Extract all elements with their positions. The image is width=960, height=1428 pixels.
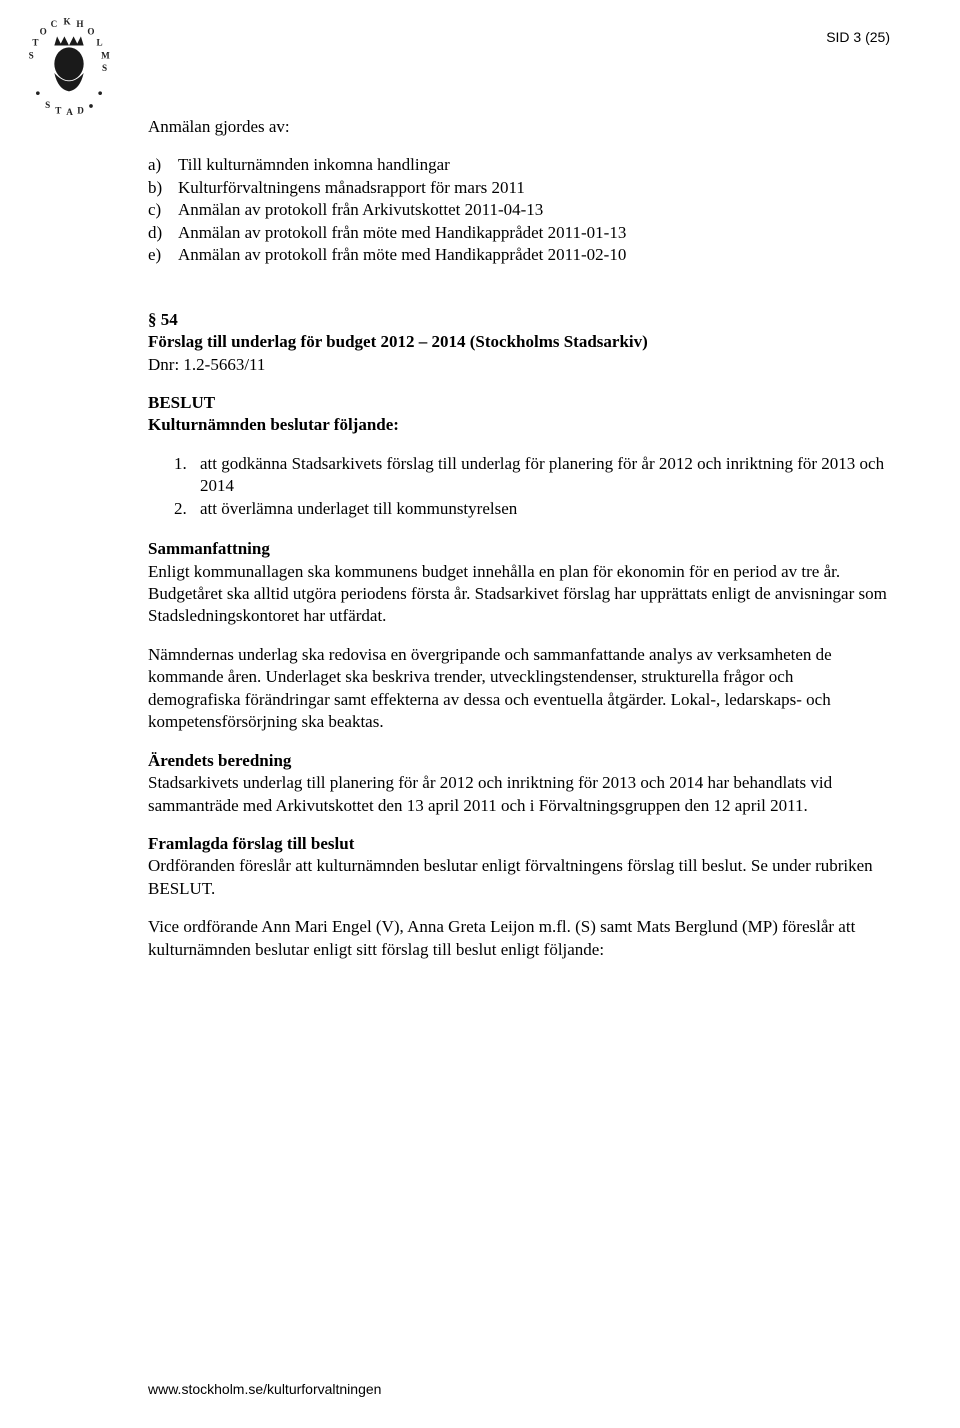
- svg-text:S: S: [45, 100, 50, 110]
- svg-text:O: O: [87, 27, 94, 37]
- paragraph-symbol: § 54: [148, 309, 890, 331]
- document-body: Anmälan gjordes av: a)Till kulturnämnden…: [148, 116, 890, 961]
- svg-text:D: D: [77, 105, 84, 115]
- page-indicator: SID 3 (25): [826, 28, 890, 46]
- list-text: Kulturförvaltningens månadsrapport för m…: [178, 177, 525, 199]
- body-paragraph: Stadsarkivets underlag till planering fö…: [148, 772, 890, 817]
- document-page: SID 3 (25) S T O C K H O L M S: [0, 0, 960, 1428]
- list-marker: b): [148, 177, 178, 199]
- svg-text:S: S: [29, 50, 34, 60]
- svg-text:L: L: [97, 38, 103, 48]
- section-title: Förslag till underlag för budget 2012 – …: [148, 331, 890, 353]
- list-item: a)Till kulturnämnden inkomna handlingar: [148, 154, 890, 176]
- svg-text:M: M: [101, 50, 110, 60]
- city-logo: S T O C K H O L M S: [22, 18, 116, 128]
- body-paragraph: Nämndernas underlag ska redovisa en över…: [148, 644, 890, 734]
- list-marker: e): [148, 244, 178, 266]
- list-marker: d): [148, 222, 178, 244]
- list-item: b)Kulturförvaltningens månadsrapport för…: [148, 177, 890, 199]
- list-text: att godkänna Stadsarkivets förslag till …: [200, 453, 890, 498]
- dnr-line: Dnr: 1.2-5663/11: [148, 354, 890, 376]
- svg-text:S: S: [102, 63, 107, 73]
- list-item: c)Anmälan av protokoll från Arkivutskott…: [148, 199, 890, 221]
- svg-text:K: K: [64, 18, 72, 26]
- beslut-list: 1.att godkänna Stadsarkivets förslag til…: [174, 453, 890, 520]
- beslut-sub: Kulturnämnden beslutar följande:: [148, 414, 890, 436]
- list-item: e)Anmälan av protokoll från möte med Han…: [148, 244, 890, 266]
- svg-text:O: O: [40, 27, 47, 37]
- list-item: d)Anmälan av protokoll från möte med Han…: [148, 222, 890, 244]
- list-text: Anmälan av protokoll från Arkivutskottet…: [178, 199, 543, 221]
- list-item: 1.att godkänna Stadsarkivets förslag til…: [174, 453, 890, 498]
- svg-text:T: T: [55, 105, 61, 115]
- svg-text:A: A: [66, 107, 73, 117]
- svg-text:H: H: [76, 19, 83, 29]
- framlagda-heading: Framlagda förslag till beslut: [148, 833, 890, 855]
- list-text: Anmälan av protokoll från möte med Handi…: [178, 222, 626, 244]
- body-paragraph: Enligt kommunallagen ska kommunens budge…: [148, 561, 890, 628]
- list-item: 2.att överlämna underlaget till kommunst…: [174, 498, 890, 520]
- list-marker: 1.: [174, 453, 200, 498]
- anmalan-list: a)Till kulturnämnden inkomna handlingar …: [148, 154, 890, 266]
- svg-text:C: C: [51, 19, 58, 29]
- beslut-heading: BESLUT: [148, 392, 890, 414]
- list-marker: a): [148, 154, 178, 176]
- sammanfattning-heading: Sammanfattning: [148, 538, 890, 560]
- footer-url: www.stockholm.se/kulturforvaltningen: [148, 1380, 381, 1398]
- list-marker: c): [148, 199, 178, 221]
- list-text: att överlämna underlaget till kommunstyr…: [200, 498, 517, 520]
- list-text: Anmälan av protokoll från möte med Handi…: [178, 244, 626, 266]
- section-heading-anmalan: Anmälan gjordes av:: [148, 116, 890, 138]
- body-paragraph: Vice ordförande Ann Mari Engel (V), Anna…: [148, 916, 890, 961]
- list-marker: 2.: [174, 498, 200, 520]
- beredning-heading: Ärendets beredning: [148, 750, 890, 772]
- list-text: Till kulturnämnden inkomna handlingar: [178, 154, 450, 176]
- svg-text:T: T: [32, 38, 38, 48]
- body-paragraph: Ordföranden föreslår att kulturnämnden b…: [148, 855, 890, 900]
